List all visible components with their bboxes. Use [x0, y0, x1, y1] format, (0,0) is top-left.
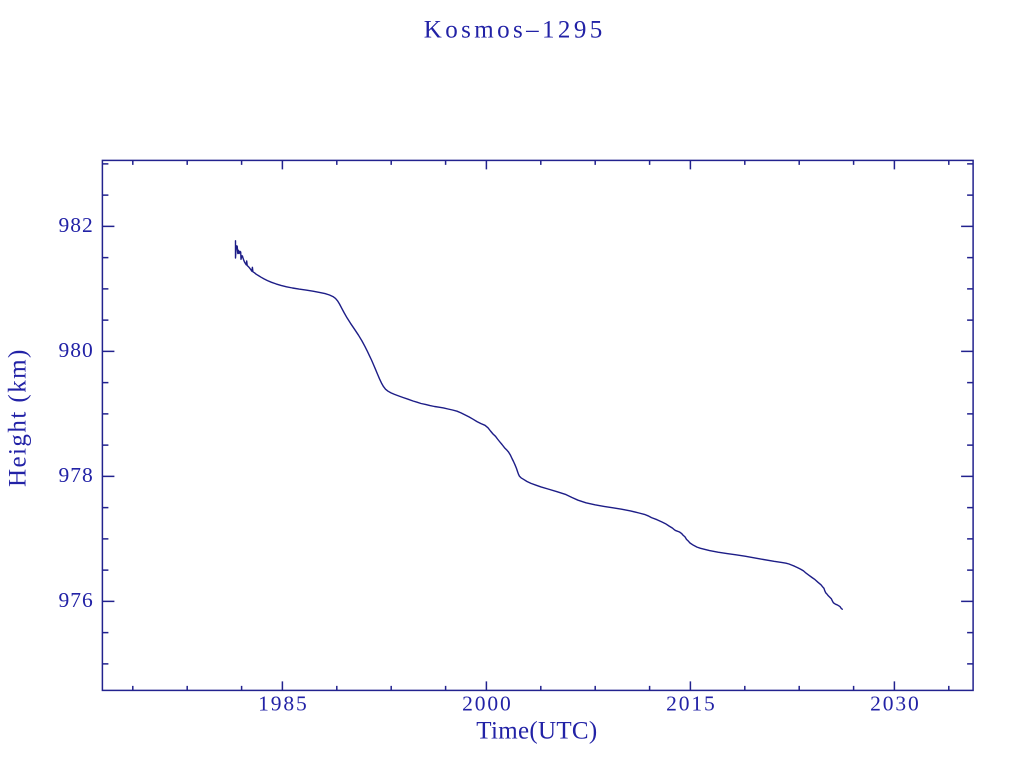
svg-text:Kosmos–1295: Kosmos–1295: [424, 17, 606, 44]
svg-text:Time(UTC): Time(UTC): [476, 717, 597, 744]
svg-text:976: 976: [59, 588, 94, 612]
svg-text:Height (km): Height (km): [4, 348, 31, 487]
svg-text:982: 982: [59, 213, 94, 237]
svg-text:978: 978: [59, 463, 94, 487]
svg-text:980: 980: [59, 338, 94, 362]
svg-text:2030: 2030: [870, 692, 921, 716]
svg-text:1985: 1985: [258, 692, 309, 716]
svg-text:2015: 2015: [666, 692, 717, 716]
svg-text:2000: 2000: [462, 692, 513, 716]
